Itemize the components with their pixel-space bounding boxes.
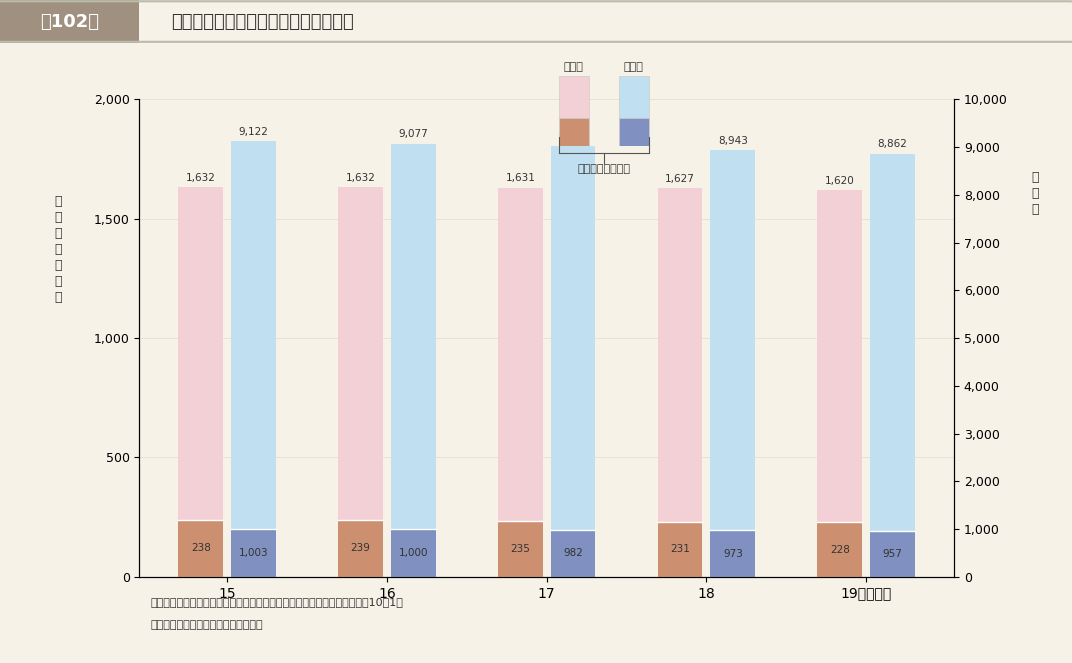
Bar xyxy=(551,146,595,530)
Bar xyxy=(818,522,862,577)
Bar xyxy=(498,188,542,520)
Text: 235: 235 xyxy=(510,544,531,554)
Text: 228: 228 xyxy=(830,544,850,555)
Bar xyxy=(559,76,589,118)
Text: 病院数: 病院数 xyxy=(624,62,643,72)
Text: 982: 982 xyxy=(563,548,583,558)
Bar xyxy=(339,187,383,520)
Bar xyxy=(711,530,755,577)
Bar xyxy=(658,522,702,577)
Bar xyxy=(232,529,276,577)
Bar xyxy=(391,143,435,529)
Text: 238: 238 xyxy=(191,544,211,554)
Text: 1,632: 1,632 xyxy=(345,173,375,183)
Bar xyxy=(870,154,914,531)
Text: 8,943: 8,943 xyxy=(718,136,748,146)
Text: 現在）」を基にした数である。: 現在）」を基にした数である。 xyxy=(150,620,263,630)
Text: 239: 239 xyxy=(351,543,371,554)
Text: 病床数: 病床数 xyxy=(564,62,583,72)
Bar xyxy=(498,520,542,577)
Text: 8,862: 8,862 xyxy=(878,139,908,149)
Text: 1,631: 1,631 xyxy=(505,173,535,183)
Text: うち自治体病院分: うち自治体病院分 xyxy=(577,164,630,174)
Text: 1,000: 1,000 xyxy=(399,548,428,558)
Bar xyxy=(619,76,649,118)
Text: 9,077: 9,077 xyxy=(399,129,428,139)
Bar xyxy=(0,0,139,43)
Text: 973: 973 xyxy=(723,548,743,559)
Text: 9,122: 9,122 xyxy=(239,127,268,137)
Text: 1,632: 1,632 xyxy=(185,173,215,183)
Bar xyxy=(551,530,595,577)
Bar xyxy=(711,150,755,530)
Text: 病
床
数
（
千
床
）: 病 床 数 （ 千 床 ） xyxy=(55,195,61,304)
Bar xyxy=(619,118,649,146)
Bar xyxy=(232,141,276,529)
Text: 病
院
数: 病 院 数 xyxy=(1032,171,1039,216)
Bar xyxy=(658,188,702,522)
Text: 957: 957 xyxy=(882,549,903,559)
Text: 1,003: 1,003 xyxy=(239,548,268,558)
Text: 全国の病院に占める自治体病院の状況: 全国の病院に占める自治体病院の状況 xyxy=(172,13,354,30)
Text: 第102図: 第102図 xyxy=(40,13,100,30)
Text: 1,620: 1,620 xyxy=(825,176,854,186)
Bar xyxy=(179,187,223,520)
Bar xyxy=(339,520,383,577)
Bar xyxy=(559,118,589,146)
Bar xyxy=(391,529,435,577)
Bar xyxy=(870,531,914,577)
Text: 9,026: 9,026 xyxy=(559,132,587,142)
Text: 231: 231 xyxy=(670,544,690,554)
Text: 1,627: 1,627 xyxy=(665,174,695,184)
Bar xyxy=(818,190,862,522)
Bar xyxy=(179,520,223,577)
Text: （注）　全国の病院数及び病床数は、厚生労働省「医療施設調査（各年度10月1日: （注） 全国の病院数及び病床数は、厚生労働省「医療施設調査（各年度10月1日 xyxy=(150,597,403,607)
